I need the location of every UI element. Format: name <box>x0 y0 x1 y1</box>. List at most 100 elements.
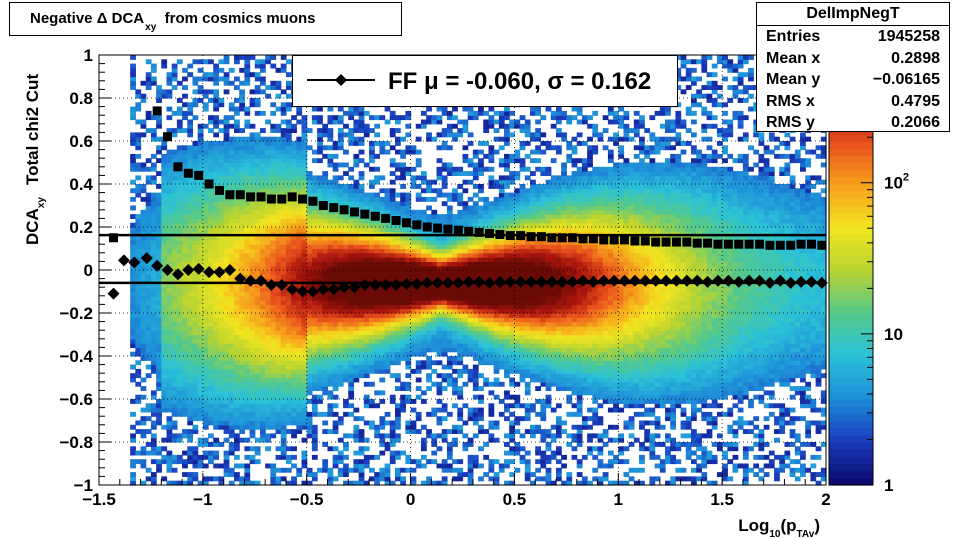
heatmap-cell <box>228 304 235 310</box>
heatmap-cell <box>317 308 323 314</box>
heatmap-cell <box>156 235 162 241</box>
heatmap-cell <box>431 317 438 323</box>
heatmap-cell <box>187 454 194 460</box>
heatmap-cell <box>337 304 344 310</box>
heatmap-cell <box>218 141 225 146</box>
heatmap-cell <box>265 270 271 275</box>
heatmap-cell <box>202 162 209 168</box>
heatmap-cell <box>228 399 235 404</box>
heatmap-cell <box>374 291 381 297</box>
heatmap-cell <box>208 476 214 482</box>
heatmap-cell <box>192 407 199 413</box>
heatmap-cell <box>410 278 417 284</box>
heatmap-cell <box>332 141 339 146</box>
heatmap-cell <box>426 257 432 262</box>
heatmap-cell <box>291 270 297 275</box>
heatmap-cell <box>436 231 443 237</box>
heatmap-cell <box>306 411 313 417</box>
heatmap-cell <box>301 179 308 185</box>
heatmap-cell <box>223 291 230 297</box>
heatmap-cell <box>259 424 266 430</box>
heatmap-cell <box>410 424 417 430</box>
heatmap-cell <box>415 214 422 219</box>
heatmap-cell <box>441 416 448 422</box>
heatmap-cell <box>311 257 318 262</box>
heatmap-cell <box>234 356 240 361</box>
heatmap-cell <box>436 308 443 314</box>
heatmap-cell <box>223 123 230 129</box>
heatmap-cell <box>358 463 365 469</box>
heatmap-cell <box>130 295 136 301</box>
heatmap-cell <box>202 454 209 460</box>
heatmap-cell <box>317 381 323 387</box>
heatmap-cell <box>317 179 323 185</box>
heatmap-cell <box>379 334 386 340</box>
heatmap-cell <box>478 222 484 228</box>
heatmap-cell <box>239 308 245 314</box>
heatmap-cell <box>374 343 381 348</box>
heatmap-cell <box>483 201 490 207</box>
heatmap-cell <box>161 235 168 241</box>
heatmap-cell <box>254 153 261 159</box>
heatmap-cell <box>467 205 474 211</box>
heatmap-cell <box>259 351 266 357</box>
heatmap-cell <box>140 98 147 103</box>
heatmap-cell <box>270 153 277 159</box>
heatmap-cell <box>379 343 386 348</box>
heatmap-cell <box>472 192 479 198</box>
heatmap-cell <box>197 209 204 215</box>
heatmap-cell <box>244 287 251 293</box>
heatmap-cell <box>317 227 323 232</box>
heatmap-cell <box>431 433 438 439</box>
heatmap-cell <box>296 317 303 323</box>
heatmap-cell <box>280 446 287 452</box>
heatmap-cell <box>478 399 484 404</box>
heatmap-cell <box>218 390 225 396</box>
heatmap-cell <box>176 287 183 293</box>
heatmap-cell <box>228 252 235 258</box>
heatmap-cell <box>285 80 292 86</box>
heatmap-cell <box>348 343 355 348</box>
heatmap-cell <box>311 338 318 344</box>
heatmap-cell <box>343 463 349 469</box>
heatmap-cell <box>306 184 313 189</box>
heatmap-cell <box>270 128 277 133</box>
heatmap-cell <box>202 248 209 254</box>
heatmap-cell <box>389 330 396 336</box>
heatmap-cell <box>343 235 349 241</box>
heatmap-cell <box>192 205 199 211</box>
heatmap-cell <box>135 93 142 99</box>
heatmap-cell <box>343 321 349 327</box>
heatmap-cell <box>394 261 401 267</box>
heatmap-cell <box>161 59 168 65</box>
heatmap-cell <box>166 261 173 267</box>
heatmap-cell <box>296 338 303 344</box>
heatmap-cell <box>213 343 220 348</box>
heatmap-cell <box>259 248 266 254</box>
heatmap-cell <box>156 343 162 348</box>
heatmap-cell <box>208 351 214 357</box>
heatmap-cell <box>156 98 162 103</box>
heatmap-cell <box>467 321 474 327</box>
heatmap-cell <box>176 244 183 250</box>
heatmap-cell <box>130 270 136 275</box>
heatmap-cell <box>228 171 235 176</box>
heatmap-cell <box>384 433 391 439</box>
heatmap-cell <box>291 166 297 172</box>
heatmap-cell <box>187 411 194 417</box>
heatmap-cell <box>296 295 303 301</box>
heatmap-cell <box>420 334 427 340</box>
heatmap-cell <box>327 282 334 288</box>
heatmap-cell <box>426 235 432 241</box>
heatmap-cell <box>291 454 297 460</box>
heatmap-cell <box>182 149 188 155</box>
heatmap-cell <box>379 317 386 323</box>
heatmap-cell <box>166 390 173 396</box>
heatmap-cell <box>197 282 204 288</box>
heatmap-cell <box>452 308 458 314</box>
heatmap-cell <box>150 201 157 207</box>
heatmap-cell <box>280 407 287 413</box>
heatmap-cell <box>384 287 391 293</box>
heatmap-cell <box>426 356 432 361</box>
heatmap-cell <box>348 248 355 254</box>
